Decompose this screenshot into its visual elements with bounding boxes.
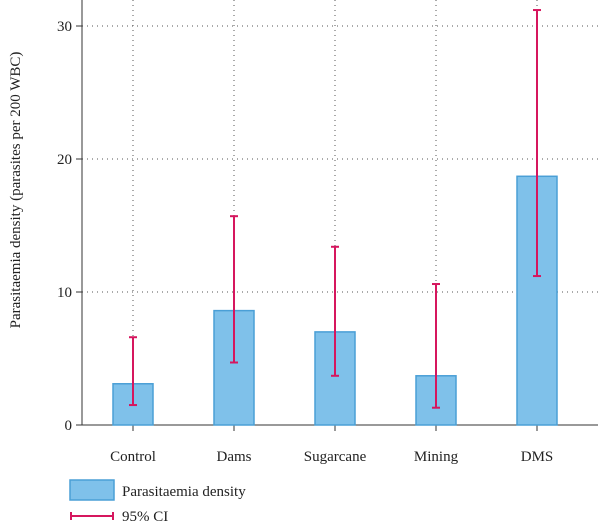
y-tick-label: 0: [65, 418, 73, 434]
x-tick-label: Mining: [414, 449, 459, 465]
legend: Parasitaemia density 95% CI: [69, 479, 246, 525]
x-tick-label: Sugarcane: [304, 449, 367, 465]
error-bars: [129, 9, 541, 409]
legend-label-ci: 95% CI: [122, 509, 168, 525]
y-tick-label: 30: [57, 19, 72, 35]
y-tick-label: 10: [57, 285, 72, 301]
tick-labels: 0 10 20 30 Control Dams Sugarcane Mining DMS: [57, 19, 553, 465]
y-tick-label: 20: [57, 152, 72, 168]
legend-label-bar: Parasitaemia density: [122, 484, 246, 500]
x-tick-label: DMS: [521, 449, 554, 465]
legend-swatch-bar: [69, 479, 115, 501]
y-axis-title: Parasitaemia density (parasites per 200 …: [8, 52, 24, 329]
x-tick-label: Control: [110, 449, 156, 465]
legend-swatch-ci: [70, 512, 114, 520]
x-tick-label: Dams: [217, 449, 252, 465]
